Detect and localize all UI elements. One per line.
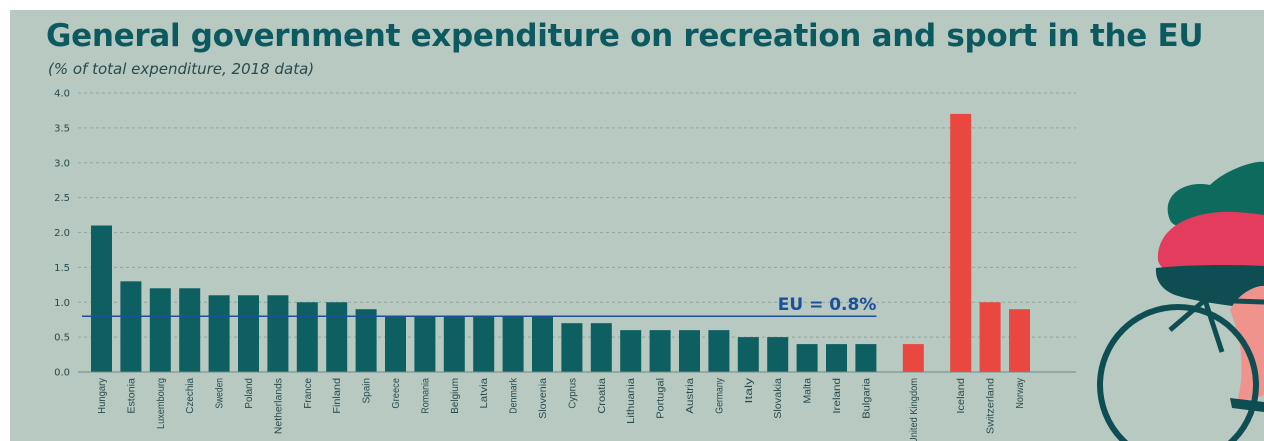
x-tick-label-greece: Greece xyxy=(391,378,402,409)
x-tick-label-ireland: Ireland xyxy=(832,378,843,414)
y-axis: 0.0 0.5 1.0 1.5 2.0 2.5 3.0 3.5 4.0 xyxy=(54,89,70,379)
bar-croatia xyxy=(590,323,612,372)
bar-greece xyxy=(385,316,406,372)
cyclist-illustration xyxy=(1097,161,1264,441)
bar-lithuania xyxy=(620,330,642,372)
bar-poland xyxy=(238,295,259,372)
y-tick-label: 0.0 xyxy=(54,368,70,379)
bar-spain xyxy=(355,309,377,372)
y-tick-label: 3.5 xyxy=(54,123,70,134)
bar-malta xyxy=(796,344,818,372)
bar-iceland xyxy=(950,113,972,373)
infographic-frame: General government expenditure on recrea… xyxy=(10,10,1264,441)
x-tick-label-netherlands: Netherlands xyxy=(273,378,284,434)
y-tick-label: 1.0 xyxy=(54,298,70,309)
bar-bulgaria xyxy=(855,344,877,372)
bar-germany xyxy=(708,330,730,372)
x-tick-label-italy: Italy xyxy=(744,378,755,404)
bars xyxy=(91,113,1030,373)
x-tick-label-united-kingdom: United Kingdom xyxy=(909,378,920,441)
x-tick-label-slovenia: Slovenia xyxy=(538,378,549,419)
bar-portugal xyxy=(649,330,671,372)
x-tick-label-norway: Norway xyxy=(1015,378,1026,409)
bar-hungary xyxy=(91,225,112,372)
bar-estonia xyxy=(120,281,142,372)
bar-austria xyxy=(679,330,700,372)
bar-united-kingdom xyxy=(902,344,924,372)
x-tick-label-denmark: Denmark xyxy=(509,377,520,414)
chart-subtitle: (% of total expenditure, 2018 data) xyxy=(48,60,315,78)
x-tick-label-romania: Romania xyxy=(420,378,431,414)
x-tick-label-luxembourg: Luxembourg xyxy=(156,378,167,429)
x-tick-label-sweden: Sweden xyxy=(215,378,226,409)
x-tick-label-finland: Finland xyxy=(332,378,343,414)
bar-slovakia xyxy=(767,337,789,372)
x-tick-label-latvia: Latvia xyxy=(479,378,490,409)
bar-latvia xyxy=(473,316,495,372)
x-tick-label-germany: Germany xyxy=(714,378,725,414)
x-tick-label-czechia: Czechia xyxy=(185,378,196,414)
x-axis: Hungary Estonia Luxembourg Czechia Sweden Pol… xyxy=(78,371,1076,441)
x-tick-label-belgium: Belgium xyxy=(450,378,461,414)
y-tick-label: 1.5 xyxy=(54,263,70,274)
x-tick-label-switzerland: Switzerland xyxy=(986,378,997,434)
x-tick-label-spain: Spain xyxy=(362,378,373,404)
bar-switzerland xyxy=(979,302,1001,372)
bar-norway xyxy=(1009,309,1030,372)
y-tick-label: 3.0 xyxy=(54,158,70,169)
bar-italy xyxy=(737,337,759,372)
y-tick-label: 2.5 xyxy=(54,193,70,204)
x-tick-label-hungary: Hungary xyxy=(97,378,108,414)
bar-luxembourg xyxy=(149,288,171,372)
bar-denmark xyxy=(502,316,524,372)
bar-finland xyxy=(326,302,348,372)
bar-netherlands xyxy=(267,295,289,372)
bar-belgium xyxy=(443,316,465,372)
bar-chart: 0.0 0.5 1.0 1.5 2.0 2.5 3.0 3.5 4.0 Hungary Eston… xyxy=(54,89,1264,441)
eu-average-label: EU = 0.8% xyxy=(778,295,877,315)
x-tick-label-cyprus: Cyprus xyxy=(567,378,578,409)
x-tick-label-austria: Austria xyxy=(685,377,696,413)
y-tick-label: 2.0 xyxy=(54,228,70,239)
bar-romania xyxy=(414,316,436,372)
bar-slovenia xyxy=(532,316,553,372)
x-tick-label-bulgaria: Bulgaria xyxy=(861,378,872,419)
x-tick-label-estonia: Estonia xyxy=(126,378,137,414)
y-tick-label: 0.5 xyxy=(54,333,70,344)
bar-france xyxy=(296,302,318,372)
x-tick-label-croatia: Croatia xyxy=(597,378,608,414)
x-tick-label-lithuania: Lithuania xyxy=(626,378,637,424)
eu-average-line: EU = 0.8% xyxy=(82,295,877,317)
x-tick-label-iceland: Iceland xyxy=(956,378,967,414)
chart-title: General government expenditure on recrea… xyxy=(46,18,1204,54)
y-tick-label: 4.0 xyxy=(54,89,70,100)
x-tick-label-portugal: Portugal xyxy=(656,378,667,419)
bar-czechia xyxy=(179,288,201,372)
x-tick-label-france: France xyxy=(303,378,314,409)
bar-sweden xyxy=(208,295,230,372)
bar-cyprus xyxy=(561,323,583,372)
bar-ireland xyxy=(826,344,847,372)
x-tick-label-slovakia: Slovakia xyxy=(773,378,784,419)
x-tick-label-poland: Poland xyxy=(244,378,255,409)
x-tick-label-malta: Malta xyxy=(803,378,814,404)
